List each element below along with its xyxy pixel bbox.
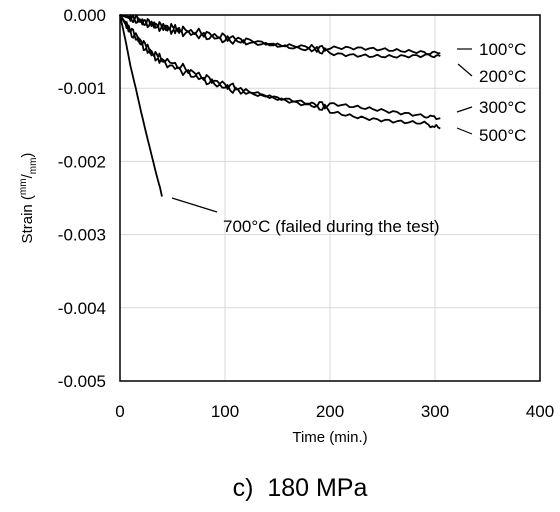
y-axis-label: Strain (mm/mm) (18, 153, 39, 244)
x-tick-label: 200 (316, 402, 344, 421)
arrow-300c (456, 106, 473, 113)
annotation-300c: 300°C (479, 98, 526, 117)
x-tick-label: 300 (421, 402, 449, 421)
y-tick-label: -0.005 (58, 372, 106, 391)
series-line-2 (119, 14, 441, 59)
annotation-200c: 200°C (479, 67, 526, 86)
series-line-4 (119, 14, 441, 130)
y-tick-label: -0.004 (58, 299, 106, 318)
arrow-700c (171, 197, 218, 213)
plot-frame (119, 14, 541, 382)
series-line-5 (119, 14, 163, 197)
series-line-1 (119, 14, 441, 56)
arrow-200c (457, 63, 473, 77)
annotation-700c: 700°C (failed during the test) (223, 217, 440, 236)
annotation-100c: 100°C (479, 40, 526, 59)
x-tick-label: 0 (115, 402, 124, 421)
x-tick-label: 400 (526, 402, 554, 421)
y-tick-label: 0.000 (63, 6, 106, 25)
tick-layer: 0 100 200 300 400 0.000 -0.001 -0.002 -0.003 -0.0… (58, 6, 554, 421)
x-tick-label: 100 (211, 402, 239, 421)
x-axis-label: Time (min.) (292, 429, 367, 446)
chart-caption: c) 180 MPa (233, 474, 368, 502)
y-tick-label: -0.003 (58, 226, 106, 245)
y-tick-label: -0.002 (58, 152, 106, 171)
grid-layer (120, 15, 540, 381)
arrow-500c (456, 127, 473, 135)
series-layer (119, 14, 441, 197)
y-tick-label: -0.001 (58, 79, 106, 98)
annotation-500c: 500°C (479, 126, 526, 145)
